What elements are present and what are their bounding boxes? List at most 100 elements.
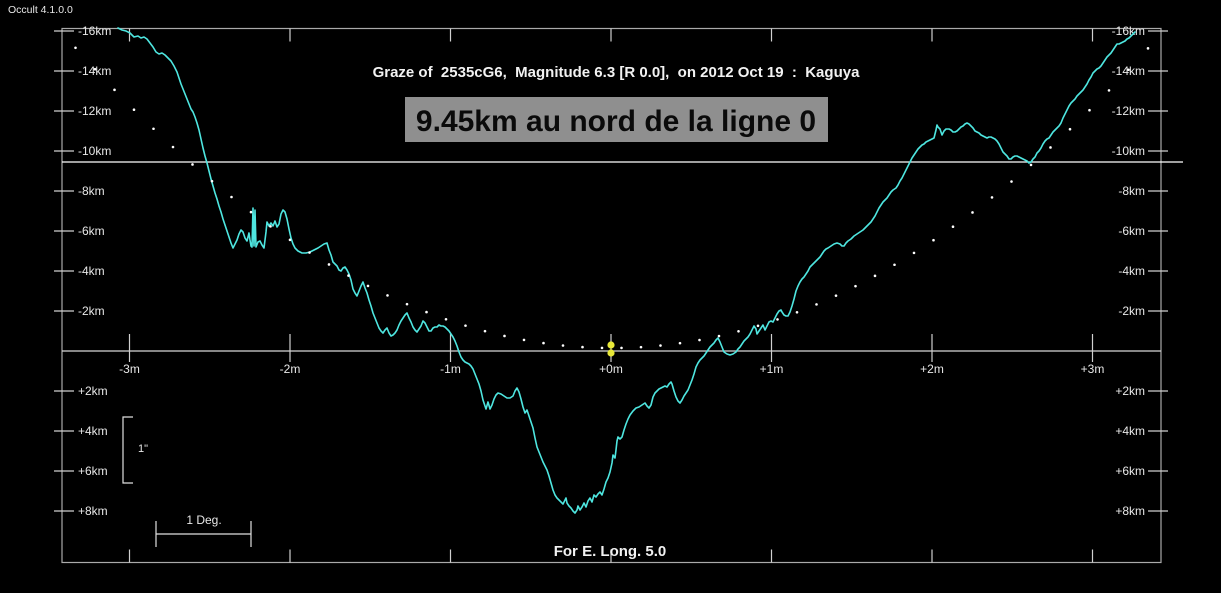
minute-tick-label: -2m [280,362,301,376]
predicted-limb-dot [1088,108,1091,112]
predicted-limb-dot [366,284,370,288]
km-tick-label-left: -14km [78,64,111,78]
app-version-label: Occult 4.1.0.0 [8,4,73,16]
subtitle-text: 9.45km au nord de la ligne 0 [416,105,816,138]
predicted-limb-dot [717,334,721,338]
predicted-limb-dot [483,329,487,333]
predicted-limb-dot [678,341,682,345]
predicted-limb-dot [503,334,506,338]
predicted-limb-dot [152,127,155,131]
km-tick-label-left: +4km [78,424,108,438]
predicted-limb-dot [698,338,701,342]
predicted-limb-dot [230,195,233,199]
predicted-limb-dot [639,345,643,349]
minute-tick-label: +0m [599,362,623,376]
predicted-limb-dot [561,344,565,347]
predicted-limb-dot [1107,89,1111,92]
km-tick-label-right: -8km [1118,184,1145,198]
subtitle-box [405,97,828,142]
km-tick-label-left: -2km [78,304,105,318]
predicted-limb-dot [113,88,116,92]
predicted-limb-dot [795,311,799,314]
predicted-limb-dot [542,341,545,345]
predicted-limb-dot [210,179,214,183]
predicted-limb-dot [1127,68,1130,72]
km-tick-label-right: -6km [1118,224,1145,238]
predicted-limb-dot [971,211,974,214]
predicted-limb-dot [132,108,136,111]
minute-tick-label: -1m [440,362,461,376]
predicted-limb-dot [659,344,662,347]
km-tick-label-left: -10km [78,144,111,158]
km-tick-label-right: -4km [1118,264,1145,278]
predicted-limb-dot [464,324,467,327]
km-tick-label-left: -12km [78,104,111,118]
predicted-limb-dot [522,338,526,342]
km-tick-label-right: -12km [1112,104,1145,118]
predicted-limb-dot [269,225,272,228]
predicted-limb-dot [288,238,292,242]
predicted-limb-dot [386,294,389,297]
limb-profile-curve [117,27,1136,514]
chart-title: Graze of 2535cG6, Magnitude 6.3 [R 0.0],… [373,64,860,81]
km-tick-label-right: +2km [1115,384,1145,398]
arcsec-scale-label: 1" [138,443,148,455]
series-layer [74,27,1150,514]
predicted-limb-dot [405,302,409,306]
predicted-limb-dot [327,263,331,266]
degree-scale-bar [155,521,252,547]
predicted-limb-dot [834,294,838,297]
km-tick-label-right: +4km [1115,424,1145,438]
graze-point-marker [607,349,615,357]
km-tick-label-left: +6km [78,464,108,478]
predicted-limb-dot [444,317,448,321]
graze-point-marker [607,341,615,349]
predicted-limb-dot [990,196,994,199]
predicted-limb-dot [1146,47,1150,50]
predicted-limb-dot [74,46,77,50]
km-tick-label-right: +8km [1115,504,1145,518]
predicted-limb-dot [873,274,877,278]
predicted-limb-dot [620,346,623,350]
km-tick-label-left: +8km [78,504,108,518]
predicted-limb-dot [776,318,779,321]
predicted-limb-dot [600,346,604,350]
predicted-limb-dot [912,251,916,255]
minute-tick-label: +3m [1081,362,1105,376]
predicted-limb-dot [932,238,935,242]
predicted-limb-dot [171,145,175,149]
predicted-limb-dot [1010,180,1013,183]
arcsec-scale-bracket [122,416,133,484]
predicted-limb-dot [191,163,194,166]
degree-scale-label: 1 Deg. [186,513,221,527]
predicted-limb-dot [425,310,428,314]
predicted-limb-dot [737,330,740,333]
km-tick-label-right: -2km [1118,304,1145,318]
predicted-limb-dot [308,251,311,254]
km-tick-label-right: +6km [1115,464,1145,478]
predicted-limb-dot [347,274,350,277]
predicted-limb-dot [854,284,857,288]
predicted-limb-dot [1068,127,1072,131]
predicted-limb-dot [249,210,253,214]
predicted-limb-dot [951,225,955,229]
predicted-limb-dot [581,345,584,349]
km-tick-label-left: -16km [78,24,111,38]
km-tick-label-left: -8km [78,184,105,198]
predicted-limb-dot [93,67,97,71]
chart-footer: For E. Long. 5.0 [554,543,667,560]
minute-tick-label: -3m [119,362,140,376]
km-tick-label-left: +2km [78,384,108,398]
minute-tick-label: +2m [920,362,944,376]
predicted-limb-dot [815,303,818,306]
predicted-limb-dot [756,324,760,328]
predicted-limb-dot [1049,146,1052,149]
predicted-limb-dot [893,263,896,267]
minute-tick-label: +1m [760,362,784,376]
predicted-limb-dot [1029,163,1033,167]
km-tick-label-right: -16km [1112,24,1145,38]
km-tick-label-right: -10km [1112,144,1145,158]
km-tick-label-left: -4km [78,264,105,278]
